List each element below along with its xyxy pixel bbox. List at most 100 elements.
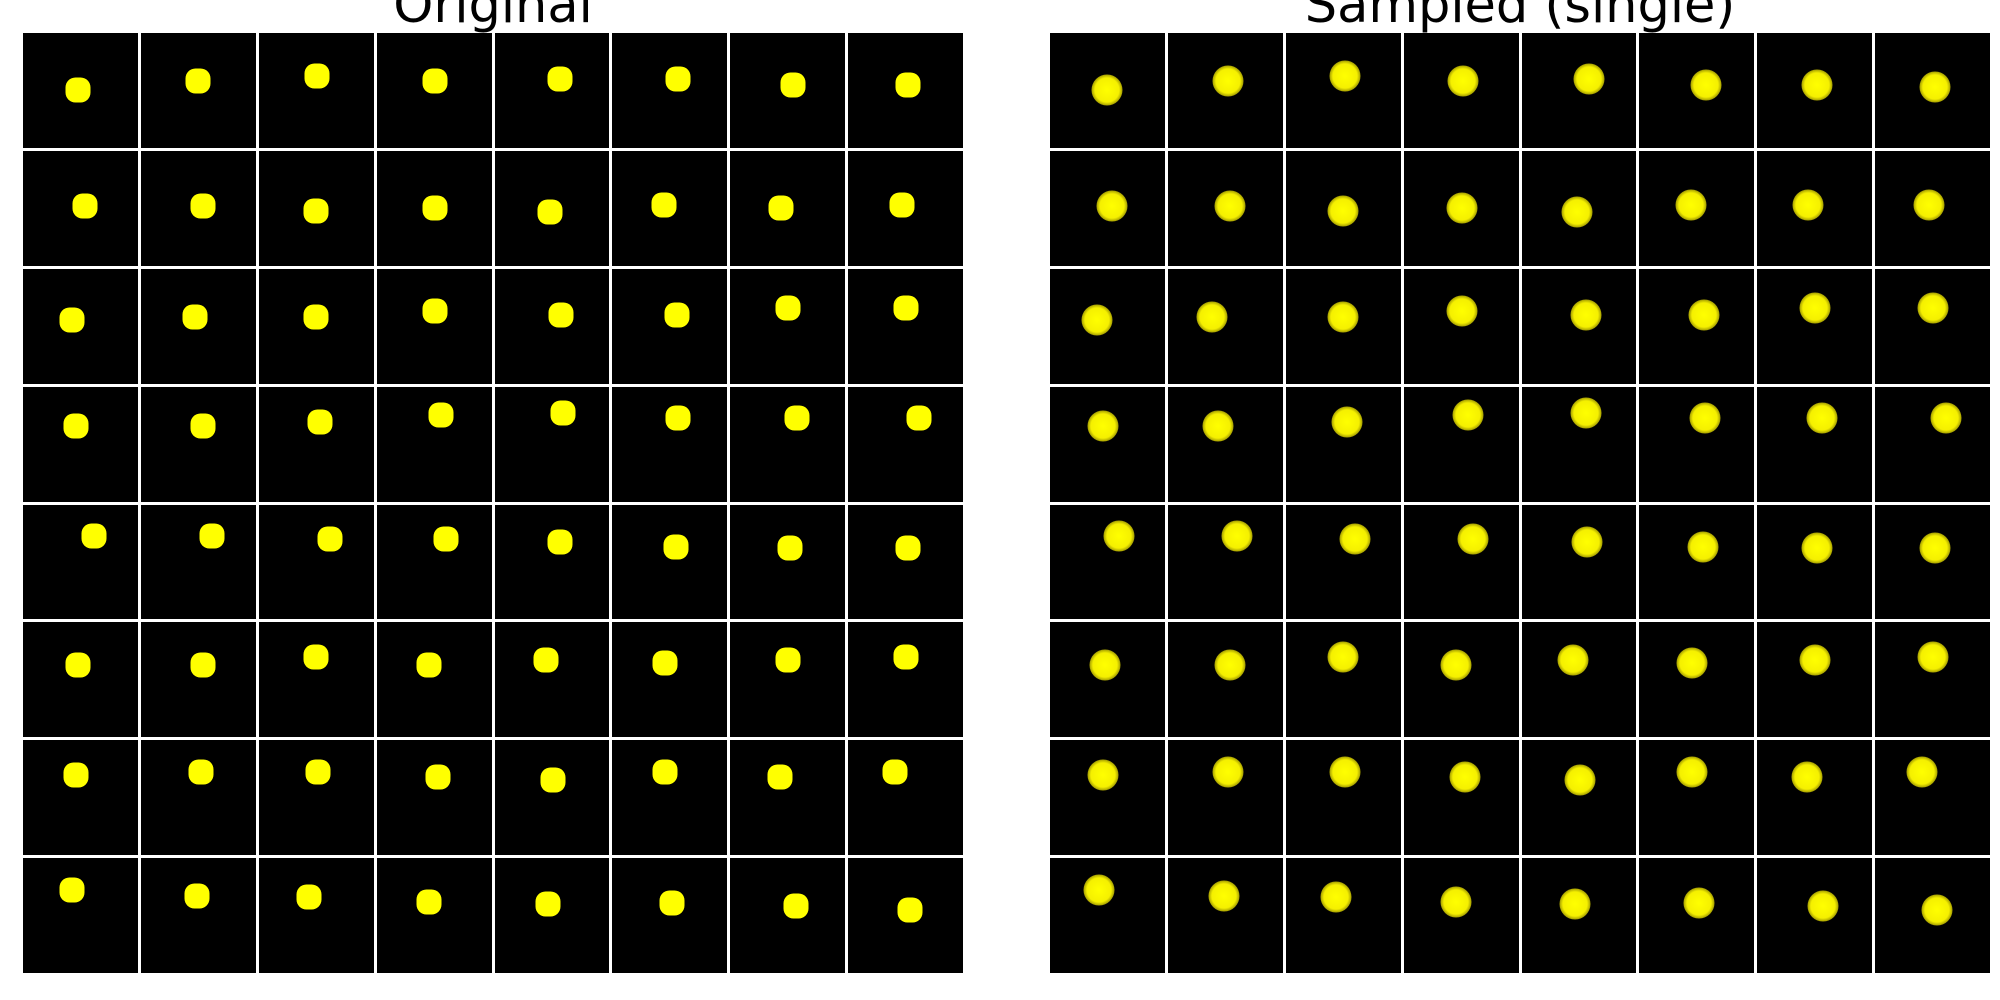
- yellow-dot: [59, 877, 85, 903]
- yellow-dot: [780, 72, 806, 98]
- frame-cell: [1639, 858, 1755, 973]
- yellow-dot: [548, 302, 574, 328]
- yellow-dot: [1440, 886, 1472, 918]
- yellow-dot: [540, 767, 566, 793]
- yellow-dot: [533, 647, 559, 673]
- yellow-dot: [767, 764, 793, 790]
- frame-cell: [140, 386, 256, 502]
- frame-cell: [376, 33, 492, 148]
- frame-cell: [494, 386, 610, 502]
- yellow-dot: [1087, 410, 1119, 442]
- yellow-dot: [303, 644, 329, 670]
- yellow-dot: [63, 762, 89, 788]
- yellow-dot: [1440, 649, 1472, 681]
- frame-cell: [376, 150, 492, 266]
- frame-cell: [730, 33, 846, 148]
- yellow-dot: [1807, 890, 1839, 922]
- yellow-dot: [783, 893, 809, 919]
- frame-cell: [1050, 858, 1165, 973]
- yellow-dot: [1096, 190, 1128, 222]
- yellow-dot: [307, 409, 333, 435]
- yellow-dot: [1202, 410, 1234, 442]
- yellow-dot: [303, 304, 329, 330]
- frame-cell: [848, 858, 963, 973]
- frame-cell: [1167, 858, 1283, 973]
- frame-cell: [1285, 504, 1401, 620]
- yellow-dot: [1919, 532, 1951, 564]
- yellow-dot: [185, 68, 211, 94]
- frame-cell: [1757, 268, 1873, 384]
- yellow-dot: [416, 889, 442, 915]
- frame-cell: [1167, 268, 1283, 384]
- frame-cell: [612, 33, 728, 148]
- frame-cell: [1875, 33, 1990, 148]
- yellow-dot: [1089, 649, 1121, 681]
- yellow-dot: [1557, 644, 1589, 676]
- frame-cell: [140, 504, 256, 620]
- frame-cell: [1403, 386, 1519, 502]
- yellow-dot: [1327, 195, 1359, 227]
- yellow-dot: [775, 647, 801, 673]
- frame-cell: [1285, 150, 1401, 266]
- yellow-dot: [1791, 761, 1823, 793]
- frame-cell: [376, 504, 492, 620]
- frame-cell: [23, 268, 138, 384]
- yellow-dot: [433, 526, 459, 552]
- frame-cell: [1875, 740, 1990, 856]
- yellow-dot: [893, 295, 919, 321]
- frame-cell: [258, 858, 374, 973]
- yellow-dot: [1917, 292, 1949, 324]
- yellow-dot: [1339, 523, 1371, 555]
- yellow-dot: [1196, 301, 1228, 333]
- frame-cell: [1285, 858, 1401, 973]
- frame-cell: [1050, 268, 1165, 384]
- yellow-dot: [547, 66, 573, 92]
- yellow-dot: [895, 72, 921, 98]
- yellow-dot: [775, 295, 801, 321]
- yellow-dot: [1921, 894, 1953, 926]
- yellow-dot: [1103, 520, 1135, 552]
- frame-cell: [258, 150, 374, 266]
- yellow-dot: [1573, 63, 1605, 95]
- yellow-dot: [303, 198, 329, 224]
- yellow-dot: [659, 890, 685, 916]
- frame-cell: [23, 858, 138, 973]
- yellow-dot: [1327, 641, 1359, 673]
- frame-cell: [1403, 504, 1519, 620]
- yellow-dot: [1446, 192, 1478, 224]
- frame-cell: [612, 386, 728, 502]
- yellow-dot: [1214, 190, 1246, 222]
- yellow-dot: [1559, 888, 1591, 920]
- frame-cell: [1521, 33, 1637, 148]
- frame-cell: [1757, 150, 1873, 266]
- frame-cell: [23, 740, 138, 856]
- yellow-dot: [889, 192, 915, 218]
- frame-cell: [1521, 622, 1637, 738]
- yellow-dot: [1214, 649, 1246, 681]
- frame-cell: [140, 622, 256, 738]
- frame-cell: [1757, 622, 1873, 738]
- frame-cell: [730, 268, 846, 384]
- yellow-dot: [1091, 74, 1123, 106]
- yellow-dot: [65, 77, 91, 103]
- frame-cell: [23, 33, 138, 148]
- yellow-dot: [1799, 644, 1831, 676]
- frame-cell: [494, 150, 610, 266]
- frame-cell: [1875, 858, 1990, 973]
- yellow-dot: [1806, 402, 1838, 434]
- frame-cell: [1403, 268, 1519, 384]
- frame-cell: [140, 150, 256, 266]
- frame-cell: [1639, 33, 1755, 148]
- sampled-title: Sampled (single): [1304, 0, 1736, 35]
- frame-cell: [1285, 740, 1401, 856]
- yellow-dot: [1221, 520, 1253, 552]
- original-image-grid: [23, 33, 963, 973]
- frame-cell: [612, 150, 728, 266]
- yellow-dot: [1081, 304, 1113, 336]
- yellow-dot: [1212, 65, 1244, 97]
- frame-cell: [376, 740, 492, 856]
- yellow-dot: [72, 193, 98, 219]
- yellow-dot: [305, 759, 331, 785]
- frame-cell: [494, 740, 610, 856]
- yellow-dot: [1320, 881, 1352, 913]
